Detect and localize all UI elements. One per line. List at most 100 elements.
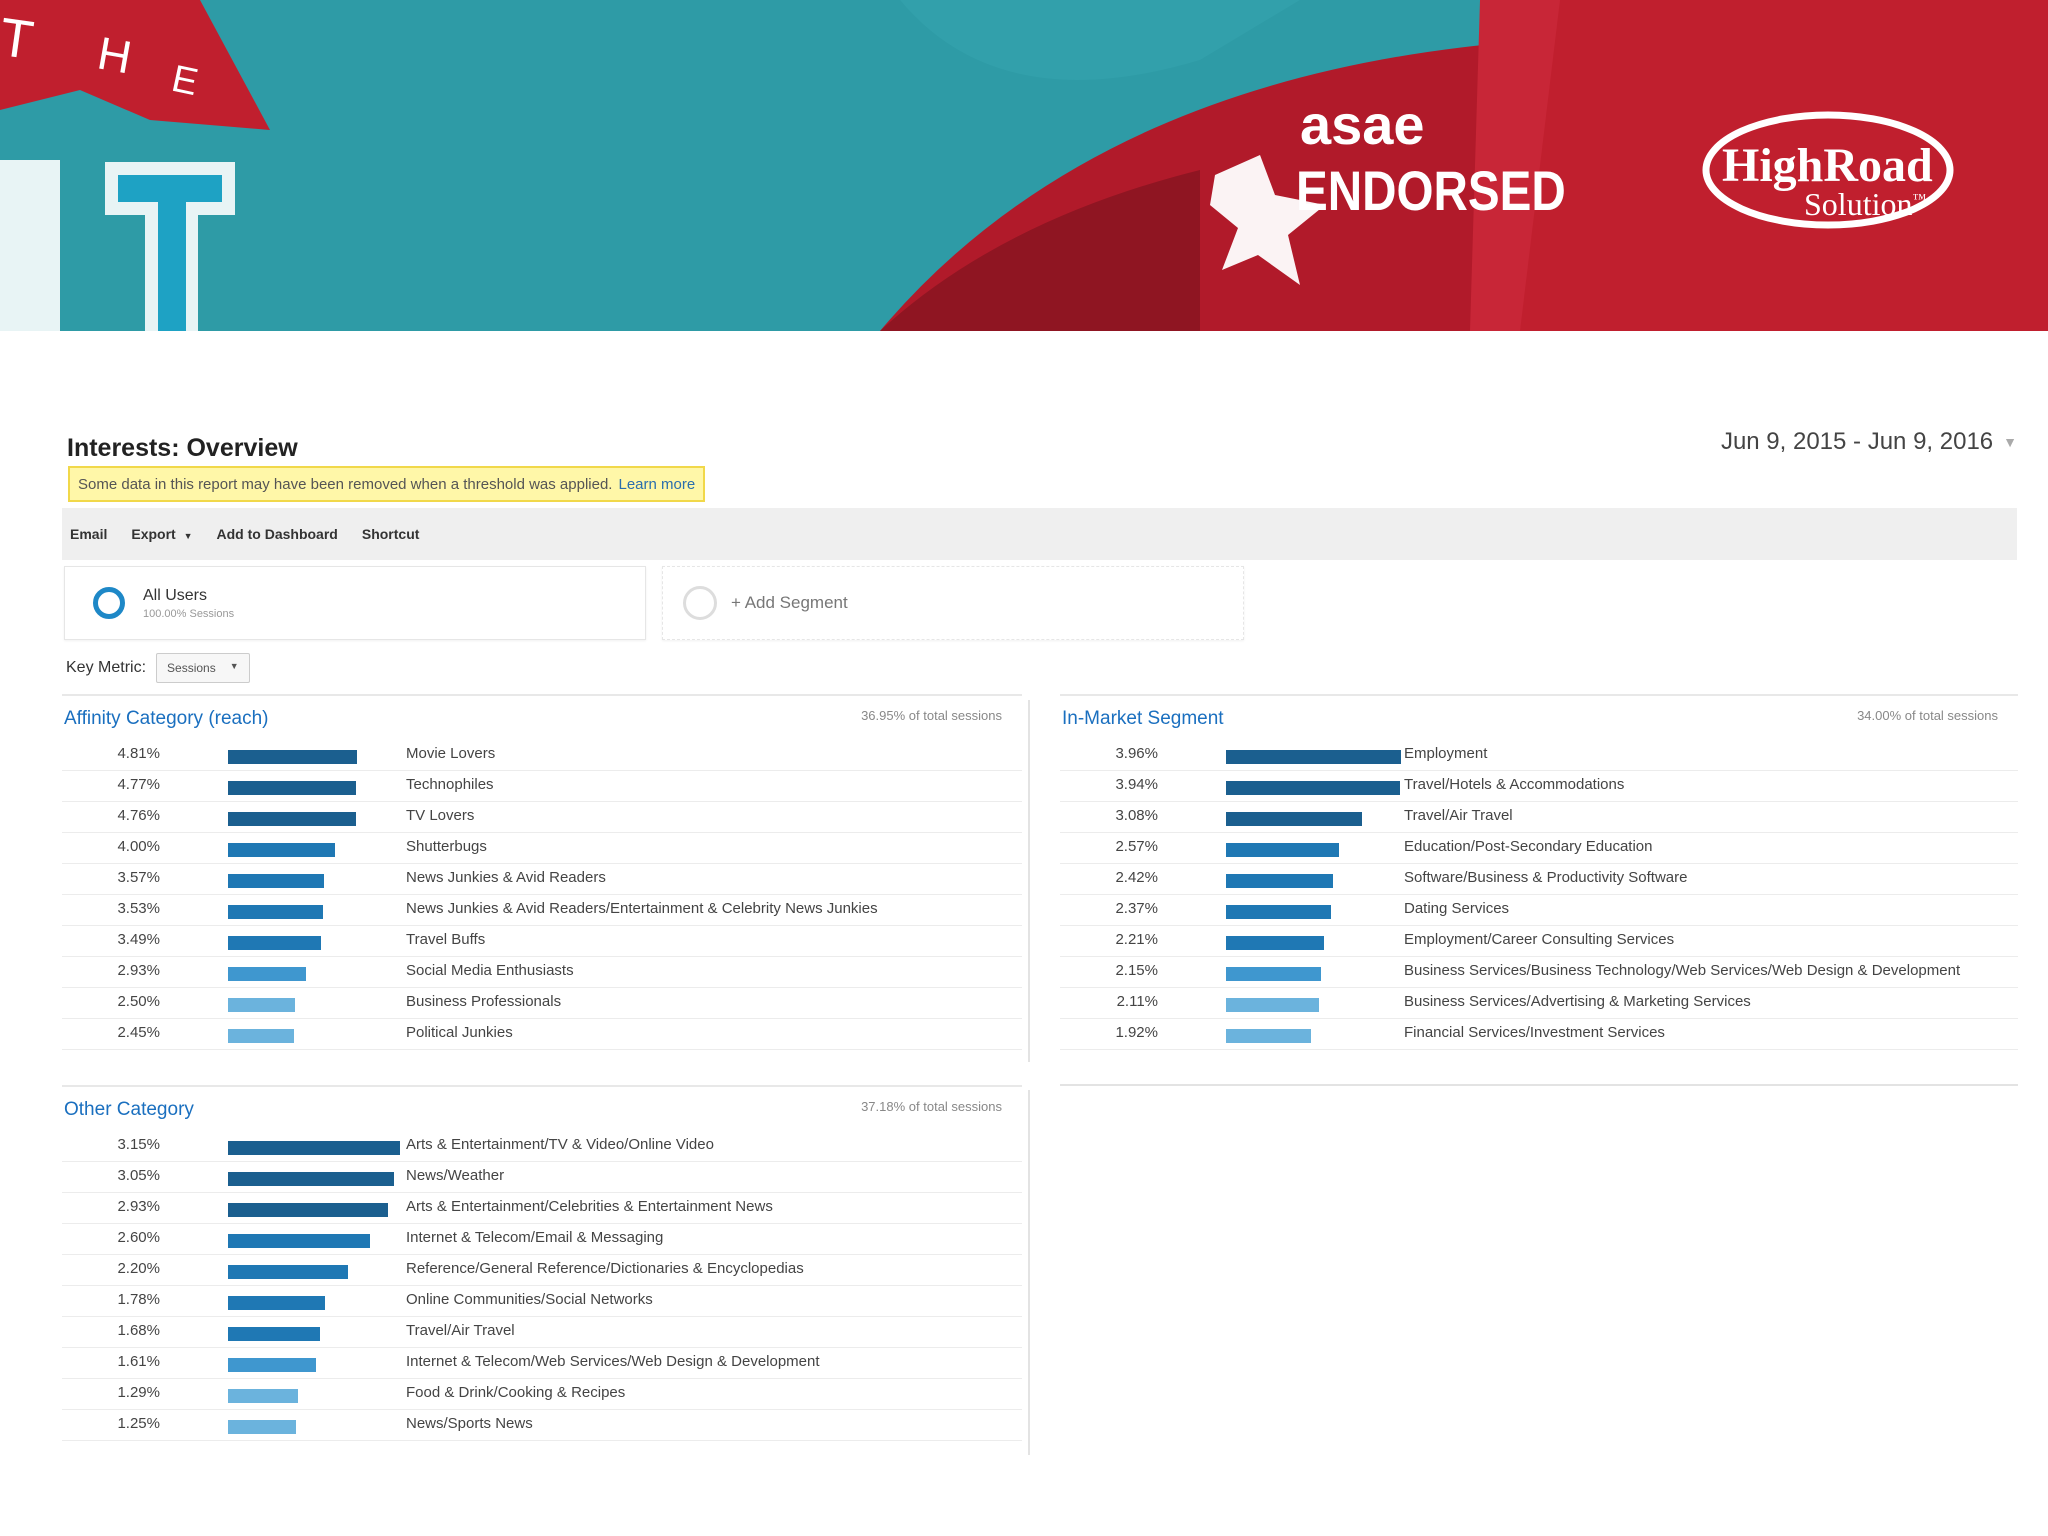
row-label[interactable]: Technophiles [406, 776, 494, 793]
table-row[interactable]: 3.05% News/Weather [62, 1162, 1022, 1193]
row-label[interactable]: Employment/Career Consulting Services [1404, 931, 1675, 948]
affinity-category-title[interactable]: Affinity Category (reach) [64, 708, 269, 729]
row-percentage: 4.77% [117, 776, 160, 793]
row-label[interactable]: Travel/Air Travel [406, 1322, 515, 1339]
row-label[interactable]: Arts & Entertainment/TV & Video/Online V… [406, 1136, 714, 1153]
row-label[interactable]: Political Junkies [406, 1024, 513, 1041]
row-label[interactable]: News/Sports News [406, 1415, 533, 1432]
panel-total-sessions: 37.18% of total sessions [861, 1099, 1002, 1114]
row-label[interactable]: Internet & Telecom/Email & Messaging [406, 1229, 664, 1246]
shortcut-button[interactable]: Shortcut [361, 526, 420, 542]
table-row[interactable]: 3.94% Travel/Hotels & Accommodations [1060, 771, 2018, 802]
panel-total-sessions: 34.00% of total sessions [1857, 708, 1998, 723]
email-button[interactable]: Email [70, 526, 108, 542]
add-to-dashboard-button[interactable]: Add to Dashboard [216, 526, 338, 542]
row-bar [1226, 750, 1401, 764]
table-row[interactable]: 2.42% Software/Business & Productivity So… [1060, 864, 2018, 895]
date-range-picker[interactable]: Jun 9, 2015 - Jun 9, 2016 ▼ [1721, 428, 2017, 456]
table-row[interactable]: 3.49% Travel Buffs [62, 926, 1022, 957]
row-label[interactable]: News/Weather [406, 1167, 505, 1184]
table-row[interactable]: 3.57% News Junkies & Avid Readers [62, 864, 1022, 895]
row-bar [228, 1172, 394, 1186]
table-row[interactable]: 2.15% Business Services/Business Technolo… [1060, 957, 2018, 988]
table-row[interactable]: 2.93% Arts & Entertainment/Celebrities & … [62, 1193, 1022, 1224]
row-label[interactable]: Education/Post-Secondary Education [1404, 838, 1653, 855]
row-bar [1226, 936, 1324, 950]
row-label[interactable]: Business Services/Advertising & Marketin… [1404, 993, 1751, 1010]
table-row[interactable]: 2.20% Reference/General Reference/Diction… [62, 1255, 1022, 1286]
table-row[interactable]: 2.93% Social Media Enthusiasts [62, 957, 1022, 988]
row-label[interactable]: Internet & Telecom/Web Services/Web Desi… [406, 1353, 820, 1370]
table-row[interactable]: 1.68% Travel/Air Travel [62, 1317, 1022, 1348]
row-percentage: 2.45% [117, 1024, 160, 1041]
row-label[interactable]: Dating Services [1404, 900, 1510, 917]
row-label[interactable]: Travel Buffs [406, 931, 486, 948]
table-row[interactable]: 2.11% Business Services/Advertising & Mar… [1060, 988, 2018, 1019]
row-label[interactable]: Business Professionals [406, 993, 562, 1010]
row-bar [228, 874, 324, 888]
row-label[interactable]: News Junkies & Avid Readers/Entertainmen… [406, 900, 878, 917]
row-label[interactable]: Movie Lovers [406, 745, 496, 762]
add-segment-label: + Add Segment [731, 593, 848, 612]
table-row[interactable]: 3.15% Arts & Entertainment/TV & Video/Onl… [62, 1131, 1022, 1162]
row-bar [228, 967, 306, 981]
table-row[interactable]: 2.60% Internet & Telecom/Email & Messagin… [62, 1224, 1022, 1255]
row-percentage: 3.57% [117, 869, 160, 886]
table-row[interactable]: 2.45% Political Junkies [62, 1019, 1022, 1050]
row-label[interactable]: Online Communities/Social Networks [406, 1291, 653, 1308]
row-label[interactable]: Financial Services/Investment Services [1404, 1024, 1665, 1041]
row-bar [228, 1029, 294, 1043]
row-bar [228, 998, 295, 1012]
row-percentage: 2.21% [1115, 931, 1158, 948]
row-percentage: 3.15% [117, 1136, 160, 1153]
caret-down-icon: ▼ [183, 531, 193, 541]
row-label[interactable]: Shutterbugs [406, 838, 487, 855]
row-bar [1226, 781, 1400, 795]
table-row[interactable]: 4.76% TV Lovers [62, 802, 1022, 833]
learn-more-link[interactable]: Learn more [618, 475, 696, 493]
add-segment-button[interactable]: + Add Segment [662, 566, 1244, 640]
table-row[interactable]: 1.29% Food & Drink/Cooking & Recipes [62, 1379, 1022, 1410]
row-label[interactable]: Business Services/Business Technology/We… [1404, 962, 1961, 979]
table-row[interactable]: 1.78% Online Communities/Social Networks [62, 1286, 1022, 1317]
row-label[interactable]: Employment [1404, 745, 1488, 762]
export-button[interactable]: Export ▼ [131, 526, 192, 542]
row-percentage: 3.94% [1115, 776, 1158, 793]
row-label[interactable]: Social Media Enthusiasts [406, 962, 574, 979]
table-row[interactable]: 4.81% Movie Lovers [62, 740, 1022, 771]
table-row[interactable]: 4.00% Shutterbugs [62, 833, 1022, 864]
row-bar [228, 1265, 348, 1279]
table-row[interactable]: 4.77% Technophiles [62, 771, 1022, 802]
key-metric-select[interactable]: Sessions ▼ [156, 653, 250, 683]
row-label[interactable]: News Junkies & Avid Readers [406, 869, 606, 886]
table-row[interactable]: 3.53% News Junkies & Avid Readers/Enterta… [62, 895, 1022, 926]
table-row[interactable]: 1.92% Financial Services/Investment Servi… [1060, 1019, 2018, 1050]
row-label[interactable]: Reference/General Reference/Dictionaries… [406, 1260, 804, 1277]
table-row[interactable]: 2.21% Employment/Career Consulting Servic… [1060, 926, 2018, 957]
asae-logo-text: asae [1300, 93, 1425, 156]
key-metric-label: Key Metric: [66, 659, 147, 676]
table-row[interactable]: 2.37% Dating Services [1060, 895, 2018, 926]
row-bar [228, 936, 321, 950]
panel-divider [1028, 1090, 1030, 1455]
segment-all-users[interactable]: All Users 100.00% Sessions [64, 566, 646, 640]
row-label[interactable]: TV Lovers [406, 807, 475, 824]
notice-text: Some data in this report may have been r… [78, 475, 613, 493]
table-row[interactable]: 3.96% Employment [1060, 740, 2018, 771]
table-row[interactable]: 2.50% Business Professionals [62, 988, 1022, 1019]
row-label[interactable]: Travel/Air Travel [1404, 807, 1513, 824]
table-row[interactable]: 1.25% News/Sports News [62, 1410, 1022, 1441]
row-label[interactable]: Food & Drink/Cooking & Recipes [406, 1384, 626, 1401]
solution-word: Solution [1804, 186, 1913, 222]
in-market-segment-title[interactable]: In-Market Segment [1062, 708, 1224, 729]
table-row[interactable]: 3.08% Travel/Air Travel [1060, 802, 2018, 833]
panel-divider [1060, 1084, 2018, 1086]
other-category-title[interactable]: Other Category [64, 1099, 194, 1120]
row-label[interactable]: Arts & Entertainment/Celebrities & Enter… [406, 1198, 773, 1215]
table-row[interactable]: 1.61% Internet & Telecom/Web Services/Web… [62, 1348, 1022, 1379]
row-label[interactable]: Travel/Hotels & Accommodations [1404, 776, 1625, 793]
row-bar [1226, 843, 1339, 857]
row-label[interactable]: Software/Business & Productivity Softwar… [1404, 869, 1688, 886]
segment-info: All Users 100.00% Sessions [143, 587, 234, 620]
table-row[interactable]: 2.57% Education/Post-Secondary Education [1060, 833, 2018, 864]
